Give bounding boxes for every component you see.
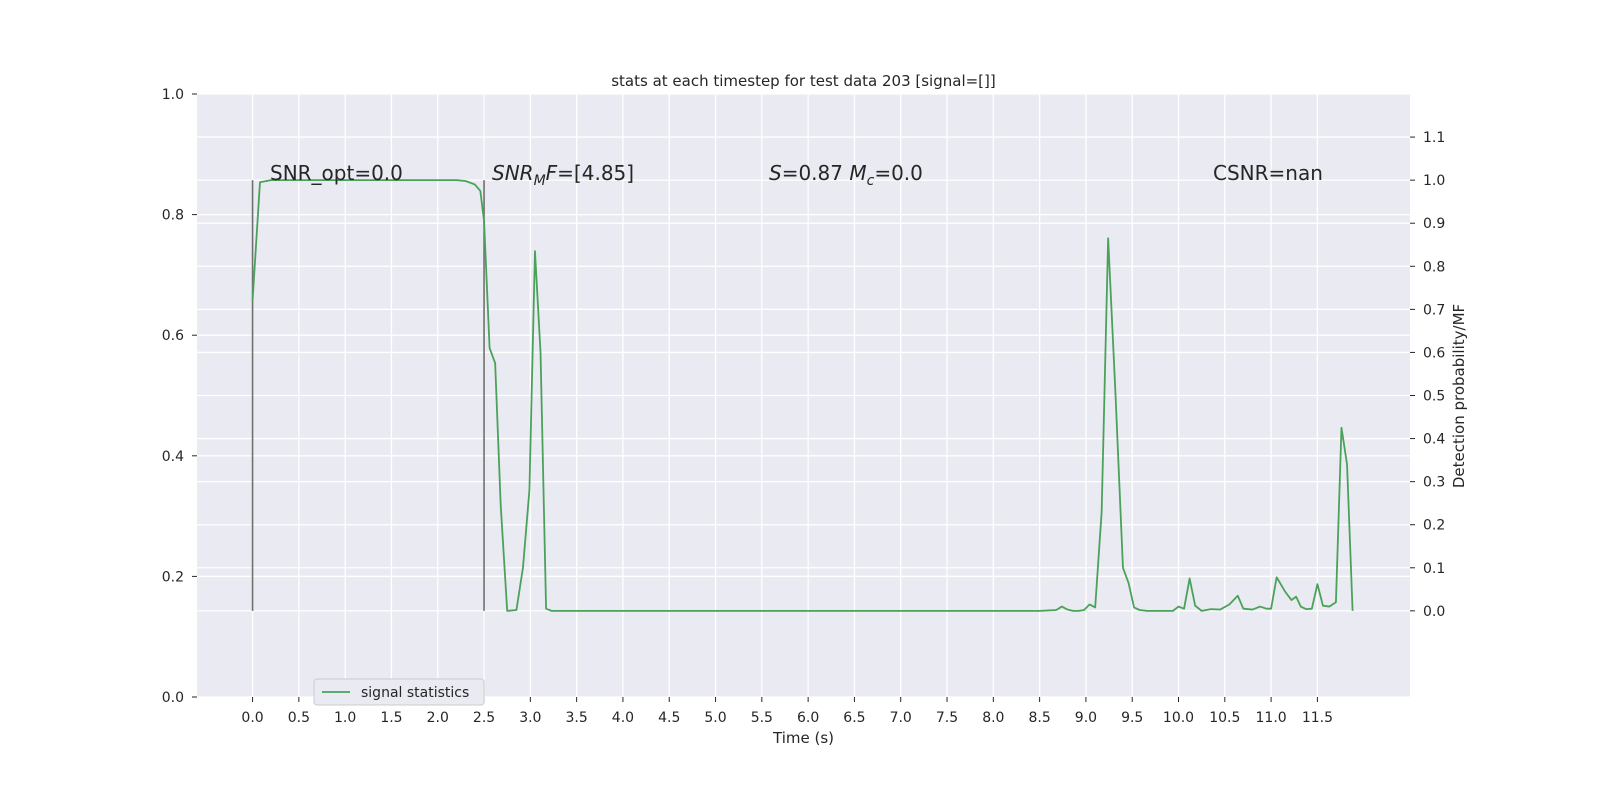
annotation-part: CSNR=nan — [1213, 161, 1323, 185]
x-tick-label: 5.0 — [704, 710, 726, 726]
right-y-tick-label: 0.7 — [1423, 302, 1445, 318]
x-axis: 0.0 0.5 1.0 1.5 2.0 2.5 3.0 3.5 4.0 4.5 5.0 5.5 6.0 6… — [241, 697, 1333, 726]
annotations: SNR_opt=0.0 SNRMF=[4.85] S=0.87 Mc=0.0 CSNR… — [270, 161, 1323, 189]
right-y-tick-label: 1.0 — [1423, 173, 1445, 189]
annotation-text: S=0.87 Mc=0.0 — [769, 161, 923, 189]
x-tick-label: 6.0 — [797, 710, 819, 726]
x-axis-label: Time (s) — [772, 729, 834, 747]
x-tick-label: 1.5 — [380, 710, 402, 726]
annotation-part: =0.87 — [782, 161, 850, 185]
right-y-tick-label: 0.0 — [1423, 604, 1445, 620]
annotation-part: S — [769, 161, 782, 185]
left-y-axis: 0.0 0.2 0.4 0.6 0.8 1.0 — [162, 87, 197, 706]
right-y-axis: 0.0 0.1 0.2 0.3 0.4 0.5 0.6 0.7 0.8 0.9 1.0 1.1 — [1410, 130, 1445, 620]
right-y-tick-label: 0.2 — [1423, 518, 1445, 534]
x-tick-label: 3.0 — [519, 710, 541, 726]
x-tick-label: 1.0 — [334, 710, 356, 726]
right-y-tick-label: 0.3 — [1423, 475, 1445, 491]
x-tick-label: 11.0 — [1256, 710, 1287, 726]
x-tick-label: 7.0 — [890, 710, 912, 726]
x-tick-label: 0.0 — [241, 710, 263, 726]
annotation-part: c — [867, 173, 875, 189]
annotation-part: M — [849, 161, 866, 185]
right-y-axis-label: Detection probability/MF — [1450, 304, 1468, 488]
annotation-text: CSNR=nan — [1213, 161, 1323, 185]
x-tick-label: 4.0 — [612, 710, 634, 726]
right-y-tick-label: 0.6 — [1423, 345, 1445, 361]
legend: signal statistics — [313, 678, 485, 706]
left-y-tick-label: 1.0 — [162, 87, 184, 103]
left-y-tick-label: 0.4 — [162, 449, 184, 465]
annotation-part: SNR — [492, 161, 534, 185]
left-y-tick-label: 0.0 — [162, 690, 184, 706]
vertical-markers — [251, 180, 485, 611]
right-y-tick-label: 0.4 — [1423, 432, 1445, 448]
x-tick-label: 5.5 — [751, 710, 773, 726]
x-tick-label: 2.5 — [473, 710, 495, 726]
annotation-part: =0.0 — [874, 161, 923, 185]
x-tick-label: 10.0 — [1163, 710, 1194, 726]
x-tick-label: 0.5 — [288, 710, 310, 726]
x-tick-label: 8.0 — [982, 710, 1004, 726]
chart-title: stats at each timestep for test data 203… — [611, 72, 996, 90]
x-tick-label: 6.5 — [843, 710, 865, 726]
x-tick-label: 9.0 — [1075, 710, 1097, 726]
x-tick-label: 2.0 — [427, 710, 449, 726]
right-y-tick-label: 0.1 — [1423, 561, 1445, 577]
right-y-tick-label: 0.9 — [1423, 216, 1445, 232]
annotation-text: SNRMF=[4.85] — [492, 161, 634, 189]
annotation-text: SNR_opt=0.0 — [270, 161, 403, 185]
annotation-part: =[4.85] — [557, 161, 634, 185]
series-layer — [251, 179, 1354, 612]
right-y-tick-label: 0.8 — [1423, 259, 1445, 275]
annotation-part: M — [534, 173, 546, 189]
left-y-tick-label: 0.6 — [162, 328, 184, 344]
x-tick-label: 10.5 — [1209, 710, 1240, 726]
right-y-tick-label: 0.5 — [1423, 389, 1445, 405]
series-line — [251, 179, 1354, 612]
annotation-part: F — [546, 161, 558, 185]
x-tick-label: 3.5 — [566, 710, 588, 726]
left-y-tick-label: 0.8 — [162, 208, 184, 224]
right-y-tick-label: 1.1 — [1423, 130, 1445, 146]
x-tick-label: 4.5 — [658, 710, 680, 726]
x-tick-label: 11.5 — [1302, 710, 1333, 726]
left-y-tick-label: 0.2 — [162, 569, 184, 585]
x-tick-label: 8.5 — [1028, 710, 1050, 726]
x-tick-label: 7.5 — [936, 710, 958, 726]
legend-box — [313, 678, 485, 706]
annotation-part: SNR_opt=0.0 — [270, 161, 403, 185]
legend-label: signal statistics — [361, 685, 469, 701]
x-tick-label: 9.5 — [1121, 710, 1143, 726]
